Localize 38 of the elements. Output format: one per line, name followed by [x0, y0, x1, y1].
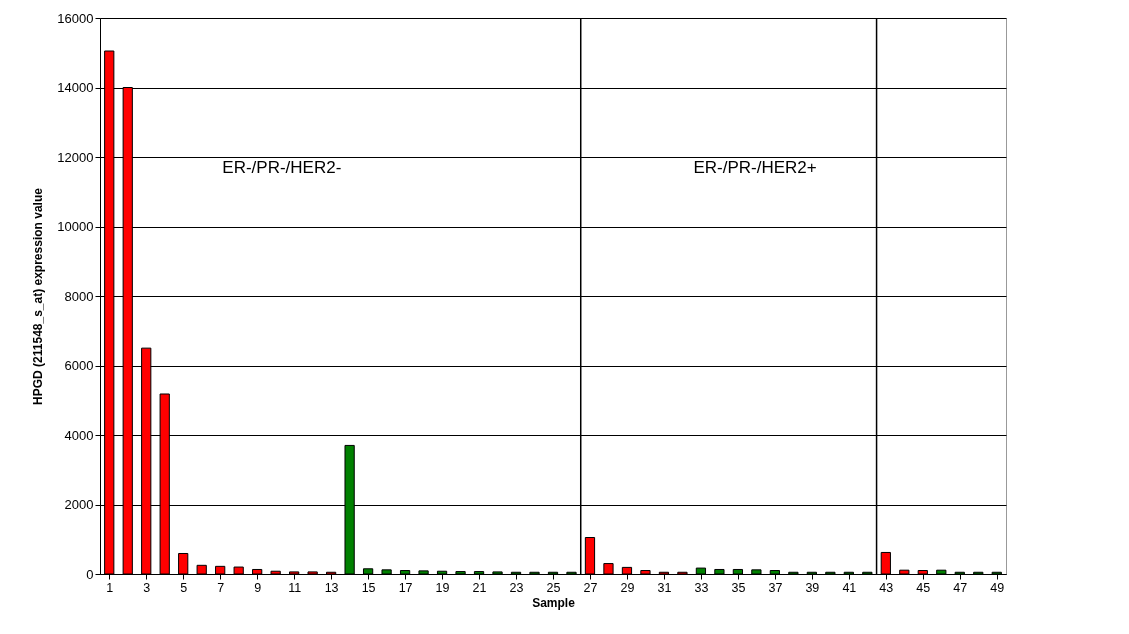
- y-axis-title: HPGD (211548_s_at) expression value: [31, 187, 46, 405]
- x-tick-label: 47: [953, 580, 968, 595]
- annotation: ER-/PR-/HER2+: [693, 158, 817, 178]
- x-tick-label: 43: [879, 580, 894, 595]
- x-tick-label: 37: [768, 580, 783, 595]
- y-tick-label: 4000: [64, 427, 94, 443]
- y-tick-label: 14000: [57, 80, 94, 95]
- x-tick-label: 17: [398, 580, 413, 595]
- y-tick-label: 10000: [57, 219, 94, 234]
- x-tick-label: 35: [731, 580, 746, 595]
- x-tick-label: 25: [546, 580, 561, 595]
- x-tick-label: 27: [583, 580, 598, 595]
- x-axis-title: Sample: [532, 596, 576, 610]
- y-tick-label: 8000: [64, 288, 94, 304]
- x-tick-label: 19: [435, 580, 450, 595]
- x-tick-label: 11: [288, 580, 302, 595]
- x-tick-label: 13: [324, 580, 339, 595]
- x-tick-label: 39: [805, 580, 820, 595]
- x-tick-label: 9: [254, 580, 262, 595]
- y-tick-label: 2000: [64, 497, 94, 512]
- x-tick-label: 33: [694, 580, 709, 595]
- x-tick-label: 29: [620, 580, 635, 595]
- x-tick-label: 15: [361, 580, 376, 595]
- annotation: ER-/PR-/HER2-: [222, 158, 342, 178]
- y-tick-label: 12000: [57, 149, 94, 165]
- y-tick-label: 16000: [57, 10, 94, 26]
- x-tick-label: 45: [916, 580, 931, 595]
- x-tick-label: 49: [990, 580, 1005, 595]
- y-tick-label: 6000: [64, 358, 94, 373]
- x-tick-label: 7: [217, 580, 225, 595]
- x-tick-label: 31: [657, 580, 672, 595]
- y-tick-label: 0: [86, 566, 94, 582]
- x-tick-label: 23: [509, 580, 524, 595]
- x-tick-label: 3: [143, 580, 151, 595]
- x-tick-label: 41: [842, 580, 857, 595]
- x-tick-label: 1: [106, 580, 114, 595]
- x-tick-label: 5: [180, 580, 188, 595]
- x-tick-label: 21: [472, 580, 487, 595]
